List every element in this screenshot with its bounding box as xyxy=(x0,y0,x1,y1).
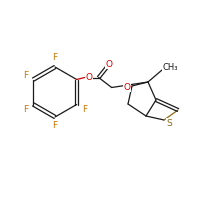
Text: F: F xyxy=(52,53,58,62)
Text: F: F xyxy=(82,104,87,114)
Text: S: S xyxy=(166,118,172,128)
Text: F: F xyxy=(23,104,28,114)
Text: O: O xyxy=(124,82,130,92)
Text: CH₃: CH₃ xyxy=(162,64,178,72)
Text: F: F xyxy=(23,71,28,79)
Text: O: O xyxy=(85,73,92,82)
Text: F: F xyxy=(52,121,58,130)
Text: O: O xyxy=(105,60,112,69)
